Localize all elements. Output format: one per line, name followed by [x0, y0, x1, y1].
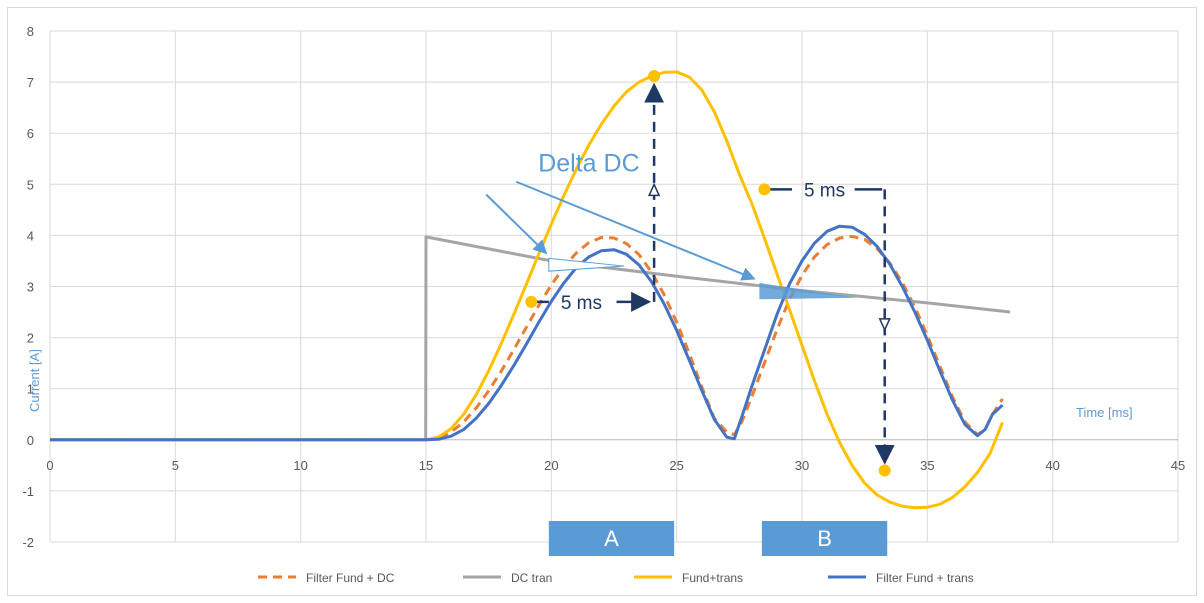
x-tick-label: 5 — [172, 458, 179, 473]
data-point-marker — [758, 183, 771, 196]
chart-border — [7, 7, 1197, 596]
series-layer — [50, 70, 1011, 510]
direction-glyph-b — [878, 318, 891, 332]
x-tick-label: 35 — [920, 458, 934, 473]
x-tick-label: 25 — [669, 458, 683, 473]
box-b — [761, 521, 888, 556]
y-tick-label: -2 — [22, 535, 34, 550]
x-tick-label: 45 — [1171, 458, 1185, 473]
ms-label-2: 5 ms — [804, 180, 845, 201]
data-point-marker — [878, 464, 891, 477]
y-tick-label: 4 — [27, 228, 34, 243]
series-line-3 — [50, 70, 1004, 510]
delta-dc-arrow-b — [515, 180, 756, 281]
box-a — [548, 521, 675, 556]
delta-dc-label: Delta DC — [538, 150, 639, 178]
legend: Filter Fund + DC DC tran Fund+trans Filter … — [258, 571, 974, 585]
direction-glyph-a — [647, 182, 661, 197]
annotation-layer: Delta DC 5 ms 5 ms A B — [485, 82, 895, 556]
x-tick-label: 10 — [293, 458, 307, 473]
legend-label: Filter Fund + trans — [876, 571, 974, 585]
delta-dc-triangle-b — [759, 282, 858, 300]
y-tick-label: 5 — [27, 177, 34, 192]
y-tick-label: 6 — [27, 126, 34, 141]
y-tick-label: -1 — [22, 484, 34, 499]
x-tick-label: 20 — [544, 458, 558, 473]
y-tick-label: 2 — [27, 331, 34, 346]
series-line-4 — [50, 224, 1004, 442]
ms-label-1: 5 ms — [561, 293, 602, 314]
box-b-label: B — [817, 526, 832, 551]
y-tick-label: 3 — [27, 280, 34, 295]
delta-dc-arrow-a — [485, 193, 548, 255]
x-tick-label: 15 — [419, 458, 433, 473]
marker-layer — [525, 69, 891, 477]
x-tick-label: 30 — [795, 458, 809, 473]
legend-label: DC tran — [511, 571, 552, 585]
y-tick-label: 1 — [27, 382, 34, 397]
y-tick-label: 0 — [27, 433, 34, 448]
y-axis-label: Current [A] — [27, 349, 42, 412]
box-a-label: A — [604, 526, 619, 551]
delta-dc-triangle-a — [548, 257, 625, 272]
data-point-marker — [525, 295, 538, 308]
x-axis-label: Time [ms] — [1076, 405, 1133, 420]
x-tick-label: 0 — [46, 458, 53, 473]
y-tick-label: 8 — [27, 24, 34, 39]
data-point-marker — [648, 69, 661, 82]
y-tick-label: 7 — [27, 75, 34, 90]
grid — [49, 30, 1179, 543]
legend-label: Filter Fund + DC — [306, 571, 395, 585]
x-tick-label: 40 — [1045, 458, 1059, 473]
legend-label: Fund+trans — [682, 571, 743, 585]
